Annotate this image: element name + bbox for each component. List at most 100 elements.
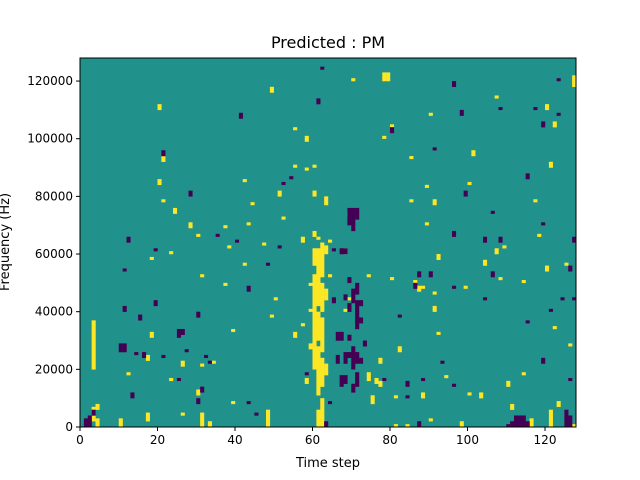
heatmap-cell-low [452, 285, 457, 289]
heatmap-cell-low [355, 207, 360, 220]
heatmap-cell-high [436, 331, 441, 335]
heatmap-cell-high [277, 190, 282, 197]
heatmap-cell-low [339, 375, 344, 387]
heatmap-cell-low [347, 352, 352, 359]
heatmap-cell-high [432, 199, 437, 206]
chart-title: Predicted : PM [271, 33, 385, 52]
heatmap-cell-high [382, 72, 387, 82]
heatmap-cell-low [405, 380, 410, 387]
heatmap-cell-high [157, 104, 162, 111]
heatmap-cell-low [413, 282, 418, 289]
heatmap-cell-low [483, 297, 488, 301]
heatmap-cell-low [514, 415, 519, 428]
heatmap-cell-low [180, 328, 185, 335]
heatmap-cell-high [366, 274, 371, 278]
heatmap-cell-high [300, 323, 305, 327]
heatmap-cell-low [122, 305, 127, 312]
heatmap-cell-low [417, 421, 422, 428]
heatmap-cell-high [180, 360, 185, 367]
heatmap-cell-high [91, 320, 96, 370]
heatmap-cell-high [479, 392, 484, 399]
heatmap-cell-low [343, 294, 348, 301]
heatmap-cell-low [339, 331, 344, 341]
heatmap-cell-high [149, 256, 154, 260]
heatmap-cell-low [506, 424, 511, 428]
heatmap-cell-low [347, 303, 352, 312]
heatmap-cell-high [95, 418, 100, 428]
heatmap-cell-high [552, 326, 557, 330]
heatmap-cell-high [463, 285, 468, 289]
heatmap-cell-high [386, 72, 391, 82]
heatmap-cell-low [204, 354, 209, 359]
heatmap-cell-high [521, 279, 526, 284]
y-tick-label: 20000 [35, 362, 73, 376]
heatmap-cell-high [293, 127, 298, 131]
heatmap-cell-low [355, 300, 360, 330]
x-tick-label: 120 [534, 433, 557, 447]
heatmap-cell-high [312, 230, 317, 237]
heatmap-cell-high [378, 380, 383, 387]
heatmap-cell-high [498, 277, 503, 281]
heatmap-cell-high [467, 392, 472, 396]
heatmap-cell-low [343, 248, 348, 255]
y-tick-label: 100000 [27, 132, 73, 146]
x-tick-label: 0 [76, 433, 84, 447]
heatmap-cell-low [355, 282, 360, 295]
heatmap-cell-high [324, 288, 329, 301]
heatmap-cell-low [246, 285, 251, 292]
heatmap-cell-high [374, 377, 379, 384]
heatmap-cell-high [169, 377, 174, 382]
heatmap-cell-high [304, 135, 309, 142]
heatmap-cell-high [428, 418, 433, 422]
heatmap-cell-high [521, 372, 526, 376]
heatmap-cell-high [572, 424, 577, 428]
heatmap-cell-low [153, 300, 158, 307]
heatmap-cell-high [413, 279, 418, 284]
heatmap-cell-high [409, 156, 414, 160]
heatmap-cell-low [200, 386, 205, 393]
heatmap-cell-low [525, 421, 530, 428]
heatmap-cell-low [490, 271, 495, 278]
heatmap-cell-low [126, 236, 131, 243]
heatmap-cell-high [207, 421, 212, 428]
y-tick-label: 60000 [35, 247, 73, 261]
heatmap-cell-low [541, 222, 546, 226]
heatmap-cell-high [312, 190, 317, 197]
y-axis-ticks: 0 20000 40000 60000 80000 100000 120000 [27, 74, 80, 434]
heatmap-cell-high [393, 395, 398, 399]
heatmap-cell-low [324, 421, 329, 428]
heatmap-cell-low [355, 352, 360, 364]
heatmap-cell-high [242, 262, 247, 266]
x-axis-label: Time step [295, 456, 360, 471]
heatmap-cell-low [525, 320, 530, 324]
x-tick-label: 100 [456, 433, 479, 447]
heatmap-cell-low [277, 245, 282, 249]
heatmap-cell-high [417, 285, 422, 292]
heatmap-cell-high [320, 282, 325, 312]
heatmap-cell-low [254, 412, 259, 416]
heatmap-cell-low [556, 78, 561, 82]
heatmap-cell-high [320, 317, 325, 353]
heatmap-cell-low [452, 383, 457, 387]
heatmap-cell-high [502, 245, 507, 249]
heatmap-cell-high [471, 150, 476, 157]
heatmap-cell-low [304, 372, 309, 376]
heatmap-cell-low [335, 354, 340, 364]
heatmap-cell-low [351, 288, 356, 304]
heatmap-cell-high [126, 372, 131, 376]
heatmap-cell-high [227, 245, 232, 249]
heatmap-cell-high [324, 245, 329, 255]
heatmap-cell-low [359, 357, 364, 364]
heatmap-cell-high [312, 328, 317, 370]
heatmap-cell-low [452, 230, 457, 237]
x-tick-label: 60 [305, 433, 320, 447]
heatmap-cell-high [370, 395, 375, 405]
heatmap-cell-low [335, 331, 340, 341]
heatmap-cell-high [552, 121, 557, 128]
heatmap-cell-high [467, 181, 472, 186]
heatmap-cell-low [428, 271, 433, 278]
heatmap-cell-low [343, 375, 348, 384]
heatmap-cell-high [308, 308, 313, 312]
heatmap-cell-low [316, 98, 321, 105]
heatmap-cell-low [498, 236, 503, 243]
